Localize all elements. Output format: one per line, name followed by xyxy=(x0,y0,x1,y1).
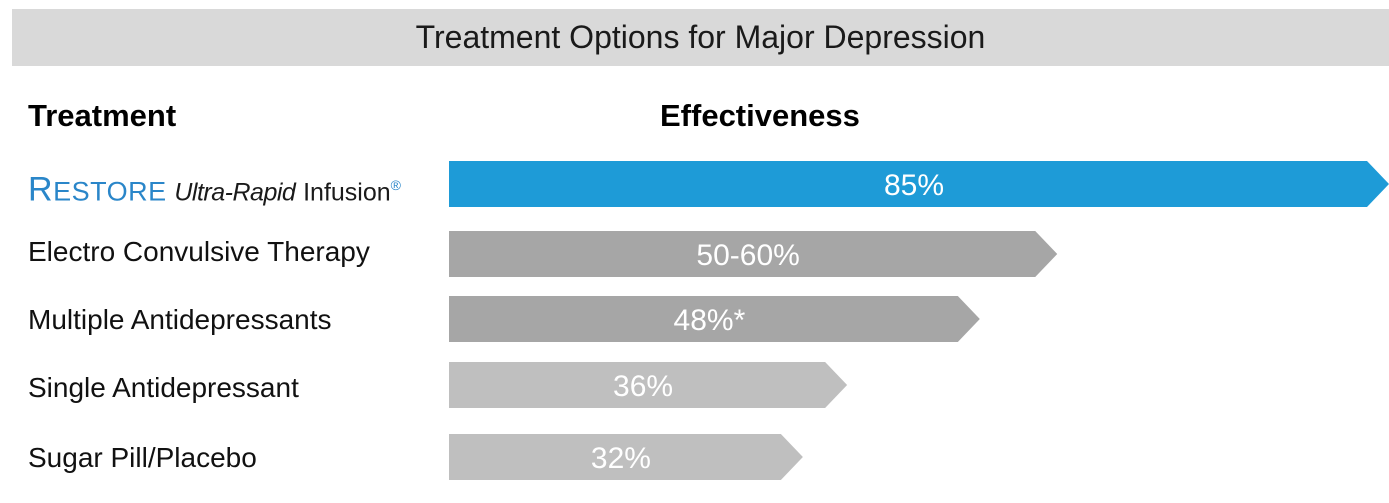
row-label-multiple-antidepressants: Multiple Antidepressants xyxy=(28,304,332,335)
bar-ect xyxy=(449,231,1058,277)
bar-value-label-ect: 50-60% xyxy=(696,239,799,272)
bar-multiple-antidepressants xyxy=(449,296,980,342)
chart-title-bar: Treatment Options for Major Depression xyxy=(12,9,1389,66)
brand-ultra-rapid: Ultra-Rapid xyxy=(174,178,296,207)
brand-infusion: Infusion xyxy=(303,178,391,207)
effectiveness-column-header: Effectiveness xyxy=(660,98,860,133)
bar-value-label-single-antidepressant: 36% xyxy=(613,370,673,403)
bar-single-antidepressant xyxy=(449,362,848,408)
brand-label-restore: RESTORE Ultra-Rapid Infusion® xyxy=(28,165,401,209)
row-label-placebo: Sugar Pill/Placebo xyxy=(28,442,257,473)
bar-restore xyxy=(449,161,1389,207)
treatment-column-header: Treatment xyxy=(28,98,177,133)
bar-placebo xyxy=(449,434,803,480)
chart-title: Treatment Options for Major Depression xyxy=(415,19,986,55)
bar-value-label-placebo: 32% xyxy=(591,442,651,475)
bar-value-label-multiple-antidepressants: 48%* xyxy=(674,304,746,337)
brand-name: ESTORE xyxy=(53,176,167,207)
bar-value-label-restore: 85% xyxy=(884,169,944,202)
row-label-ect: Electro Convulsive Therapy xyxy=(28,236,370,267)
registered-mark: ® xyxy=(390,177,401,193)
row-label-single-antidepressant: Single Antidepressant xyxy=(28,372,299,403)
brand-initial: R xyxy=(28,170,54,209)
